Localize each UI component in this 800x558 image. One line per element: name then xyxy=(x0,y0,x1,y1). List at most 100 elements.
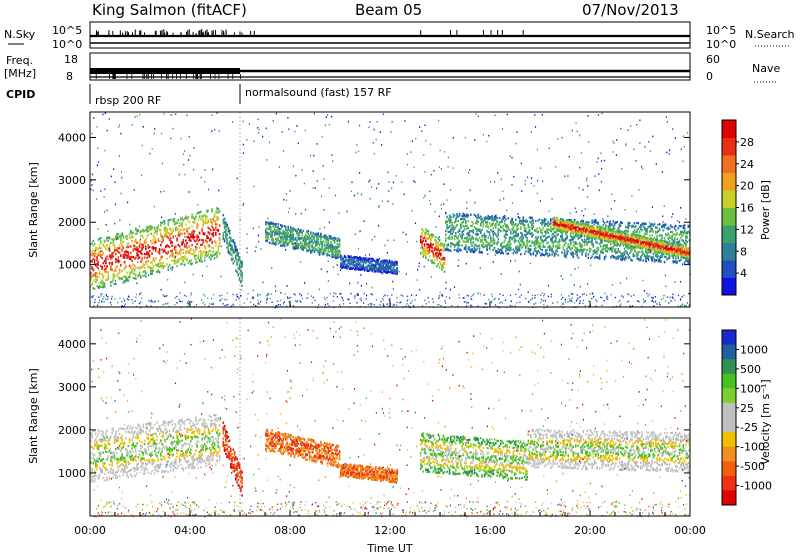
echo-cell xyxy=(588,226,590,228)
echo-cell xyxy=(610,243,612,245)
echo-cell xyxy=(603,252,605,254)
echo-cell xyxy=(461,245,463,247)
echo-cell xyxy=(485,235,487,237)
echo-cell xyxy=(103,252,105,254)
echo-cell xyxy=(496,243,498,245)
echo-cell xyxy=(198,256,200,258)
echo-cell xyxy=(334,241,336,243)
echo-cell xyxy=(473,230,475,232)
echo-cell xyxy=(498,238,500,240)
echo-cell xyxy=(428,230,430,232)
echo-cell xyxy=(200,250,202,252)
echo-cell xyxy=(209,232,211,234)
echo-cell xyxy=(478,233,480,235)
echo-cell xyxy=(145,272,147,274)
echo-cell xyxy=(160,244,162,246)
echo-cell xyxy=(135,274,137,276)
echo-cell xyxy=(584,235,586,237)
echo-cell xyxy=(679,242,681,244)
echo-cell xyxy=(564,250,566,252)
echo-cell xyxy=(163,262,165,264)
echo-cell xyxy=(166,228,168,230)
echo-cell xyxy=(660,260,662,262)
echo-cell xyxy=(159,252,161,254)
echo-cell xyxy=(109,244,111,246)
echo-cell xyxy=(545,219,547,221)
echo-cell xyxy=(236,249,238,251)
echo-cell xyxy=(498,234,500,236)
echo-cell xyxy=(99,244,101,246)
echo-cell xyxy=(459,215,461,217)
echo-cell xyxy=(113,279,115,281)
echo-cell xyxy=(683,234,685,236)
echo-cell xyxy=(105,258,107,260)
echo-cell xyxy=(486,221,488,223)
echo-cell xyxy=(209,246,211,248)
echo-cell xyxy=(130,258,132,260)
echo-cell xyxy=(540,242,542,244)
echo-cell xyxy=(144,264,146,266)
echo-cell xyxy=(316,244,318,246)
echo-cell xyxy=(533,222,535,224)
echo-cell xyxy=(215,220,217,222)
echo-cell xyxy=(214,214,216,216)
echo-cell xyxy=(190,240,192,242)
echo-cell xyxy=(539,227,541,229)
echo-cell xyxy=(103,275,105,277)
echo-cell xyxy=(303,230,305,232)
echo-cell xyxy=(396,272,398,274)
echo-cell xyxy=(339,243,341,245)
echo-cell xyxy=(173,228,175,230)
echo-cell xyxy=(163,239,165,241)
echo-cell xyxy=(433,234,435,236)
echo-cell xyxy=(605,228,607,230)
echo-cell xyxy=(320,250,322,252)
echo-cell xyxy=(216,252,218,254)
echo-cell xyxy=(115,253,117,255)
echo-cell xyxy=(486,223,488,225)
echo-cell xyxy=(199,232,201,234)
cpid-segment-2: normalsound (fast) 157 RF xyxy=(245,86,392,99)
echo-cell xyxy=(501,242,503,244)
echo-cell xyxy=(94,243,96,245)
echo-cell xyxy=(108,240,110,242)
freq-tick-bottom: 8 xyxy=(66,70,73,83)
echo-cell xyxy=(111,262,113,264)
echo-cell xyxy=(596,253,598,255)
echo-cell xyxy=(141,258,143,260)
echo-cell xyxy=(559,244,561,246)
echo-cell xyxy=(468,227,470,229)
echo-cell xyxy=(151,262,153,264)
echo-cell xyxy=(555,253,557,255)
echo-cell xyxy=(208,253,210,255)
echo-cell xyxy=(436,265,438,267)
echo-cell xyxy=(196,227,198,229)
echo-cell xyxy=(120,264,122,266)
echo-cell xyxy=(473,237,475,239)
echo-cell xyxy=(128,243,130,245)
echo-cell xyxy=(499,217,501,219)
echo-cell xyxy=(126,272,128,274)
echo-cell xyxy=(164,249,166,251)
echo-cell xyxy=(213,232,215,234)
echo-cell xyxy=(321,243,323,245)
echo-cell xyxy=(205,247,207,249)
echo-cell xyxy=(226,234,228,236)
echo-cell xyxy=(508,226,510,228)
echo-cell xyxy=(238,253,240,255)
echo-cell xyxy=(180,250,182,252)
echo-cell xyxy=(131,260,133,262)
echo-cell xyxy=(189,221,191,223)
echo-cell xyxy=(590,248,592,250)
echo-cell xyxy=(654,223,656,225)
echo-cell xyxy=(458,220,460,222)
echo-cell xyxy=(459,244,461,246)
echo-cell xyxy=(283,240,285,242)
echo-cell xyxy=(309,247,311,249)
echo-cell xyxy=(604,258,606,260)
echo-cell xyxy=(445,237,447,239)
echo-cell xyxy=(120,237,122,239)
echo-cell xyxy=(235,245,237,247)
echo-cell xyxy=(469,246,471,248)
echo-cell xyxy=(184,264,186,266)
